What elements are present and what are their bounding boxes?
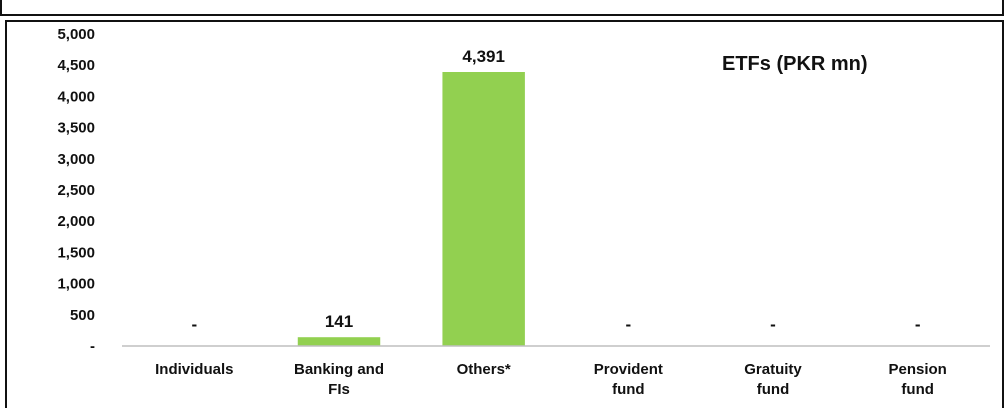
data-labels: - 141 4,391 - - - xyxy=(191,47,920,334)
data-label: - xyxy=(770,315,776,334)
bar xyxy=(297,337,381,346)
x-tick-label: fund xyxy=(901,381,933,398)
top-border-frame xyxy=(0,0,1004,16)
data-label: - xyxy=(191,315,197,334)
y-axis: - 500 1,000 1,500 2,000 2,500 3,000 3,500 4,000 4… xyxy=(57,26,95,355)
y-tick-label: 4,000 xyxy=(57,88,95,105)
x-tick-label: Others* xyxy=(457,361,511,378)
y-tick-label: 500 xyxy=(70,307,95,324)
chart-title: ETFs (PKR mn) xyxy=(722,53,868,75)
x-tick-label: Banking and xyxy=(294,361,384,378)
y-tick-label: 2,500 xyxy=(57,182,95,199)
x-axis: Individuals Banking and FIs Others* Providen… xyxy=(155,361,947,398)
y-tick-label: 1,000 xyxy=(57,276,95,293)
data-label: - xyxy=(915,315,921,334)
x-tick-label: Provident xyxy=(594,361,663,378)
x-tick-label: Pension xyxy=(888,361,946,378)
chart-frame xyxy=(5,20,1004,408)
y-tick-label: 1,500 xyxy=(57,244,95,261)
y-tick-label: 2,000 xyxy=(57,213,95,230)
y-tick-label: - xyxy=(90,338,95,355)
data-label: - xyxy=(625,315,631,334)
bar xyxy=(442,72,525,347)
bars xyxy=(297,72,525,347)
data-label: 141 xyxy=(325,312,353,331)
y-tick-label: 5,000 xyxy=(57,26,95,43)
x-tick-label: fund xyxy=(757,381,789,398)
y-tick-label: 3,000 xyxy=(57,151,95,168)
data-label: 4,391 xyxy=(462,47,505,66)
x-tick-label: FIs xyxy=(328,381,350,398)
y-tick-label: 4,500 xyxy=(57,57,95,74)
x-tick-label: Gratuity xyxy=(744,361,802,378)
x-tick-label: Individuals xyxy=(155,361,233,378)
x-tick-label: fund xyxy=(612,381,644,398)
y-tick-label: 3,500 xyxy=(57,120,95,137)
